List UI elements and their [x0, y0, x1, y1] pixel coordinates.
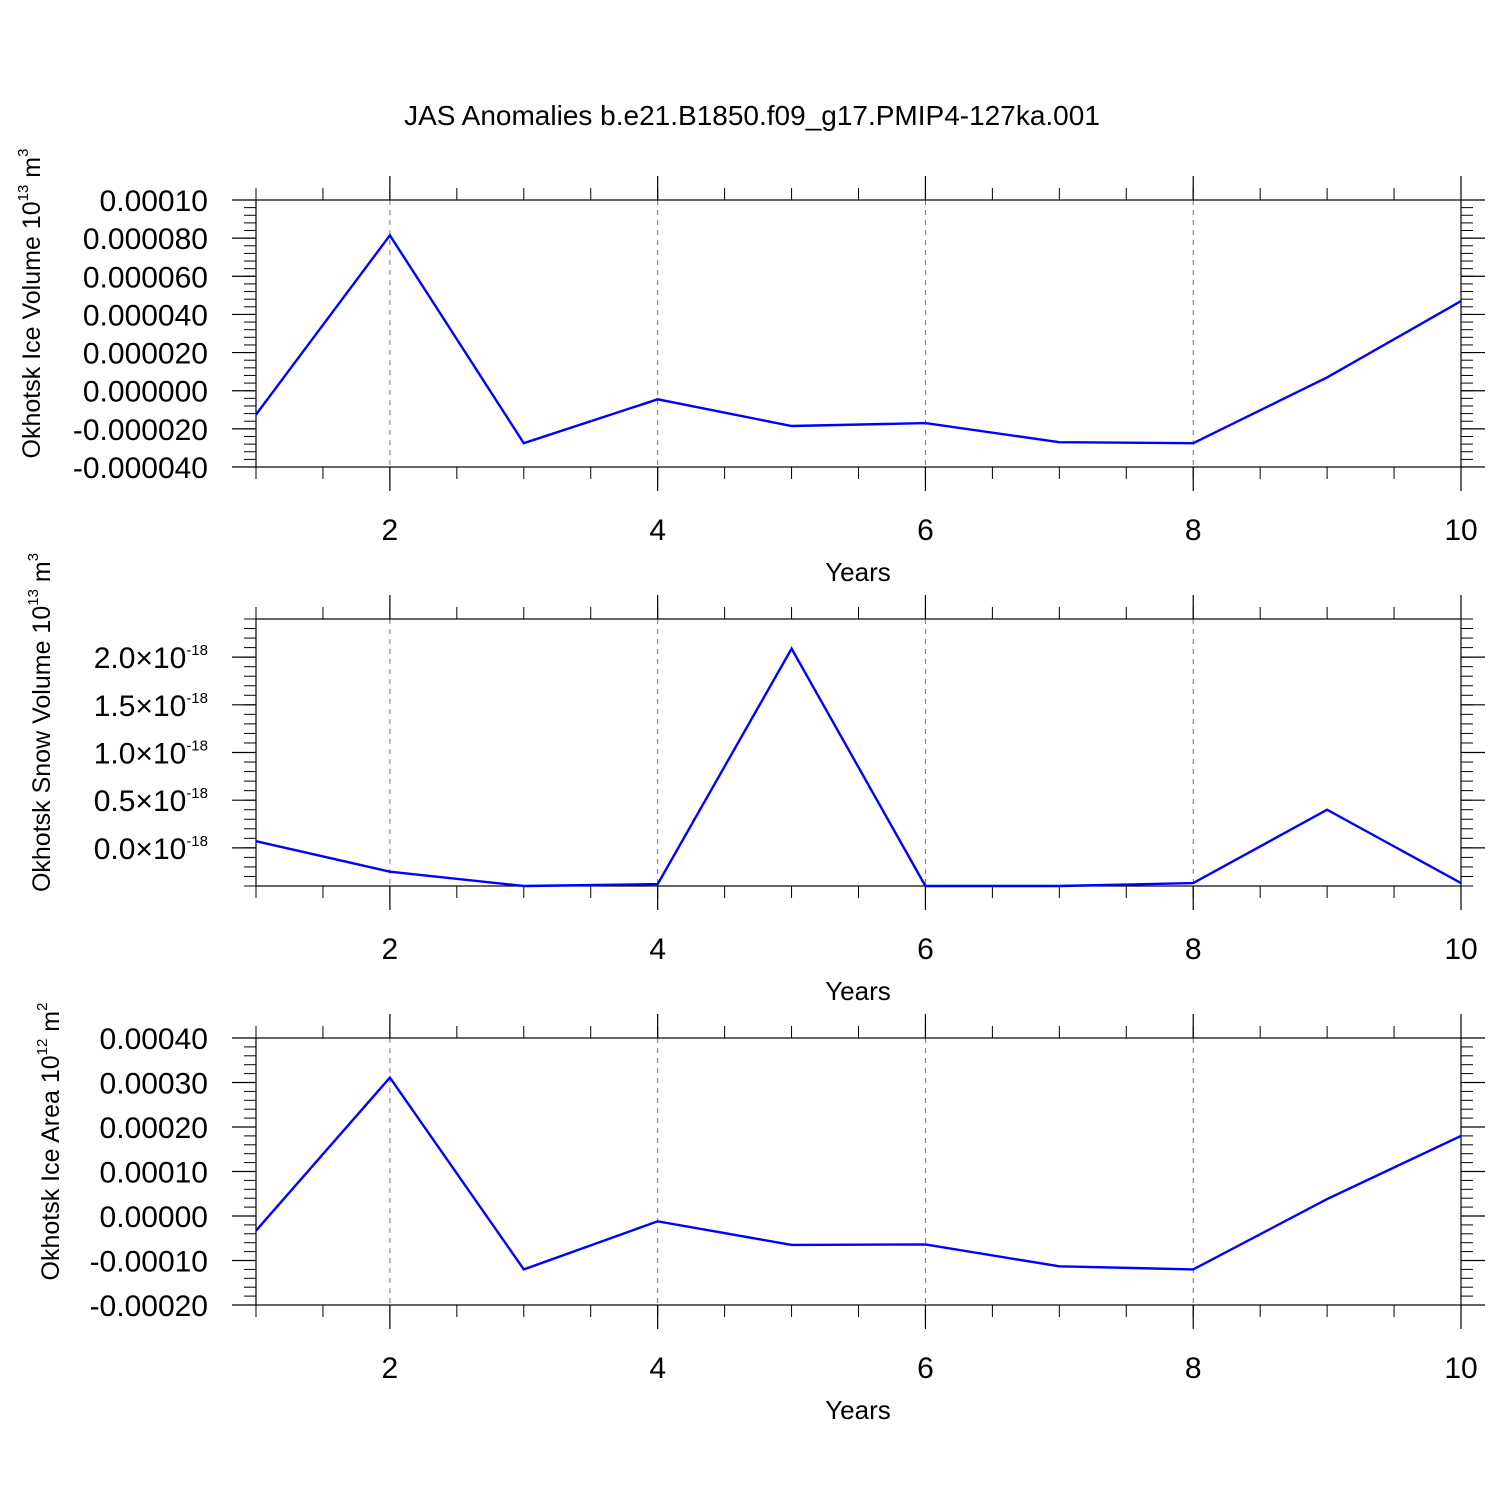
y-tick-label: -0.000020: [73, 414, 208, 447]
y-tick-times: ×: [135, 785, 153, 818]
y-tick-label: 0.000060: [83, 261, 208, 294]
y-axis-label-text: Okhotsk Snow Volume 10: [28, 606, 56, 892]
series-line: [255, 1075, 1462, 1271]
y-tick-label: 0.0×10-18: [94, 833, 208, 866]
y-tick-base: 10: [153, 690, 186, 723]
plot-frame: [255, 1037, 1462, 1306]
y-axis-label: Okhotsk Ice Volume 1013 m3: [15, 149, 46, 459]
y-tick-mantissa: 1.5: [94, 690, 136, 723]
y-tick-label: 0.00020: [100, 1112, 208, 1145]
x-tick-label: 10: [1444, 514, 1477, 547]
y-tick-label: -0.00010: [90, 1246, 208, 1279]
y-tick-label: 1.5×10-18: [94, 690, 208, 723]
y-tick-exponent: -18: [186, 642, 208, 659]
x-tick-label: 8: [1185, 933, 1202, 966]
plot-frame: [255, 199, 1462, 468]
series-line: [255, 233, 1462, 445]
chart-panels: 2 4 6 8 10 0.00010 0.000080 0.000060 0.000040 0.0…: [15, 149, 1485, 1425]
y-tick-label: -0.00020: [90, 1290, 208, 1323]
y-tick-label: 0.00010: [100, 1157, 208, 1190]
x-tick-label: 4: [649, 514, 666, 547]
y-tick-times: ×: [135, 642, 153, 675]
y-tick-label: 1.0×10-18: [94, 738, 208, 771]
x-axis-label: Years: [825, 976, 891, 1006]
chart-panel-1: 2 4 6 8 10 0.00010 0.000080 0.000060 0.000040 0.0…: [15, 149, 1485, 587]
y-tick-mantissa: 0.5: [94, 785, 136, 818]
y-axis-label: Okhotsk Ice Area 1012 m2: [34, 1003, 65, 1281]
x-tick-label: 6: [917, 1352, 934, 1385]
y-axis-label-exponent: 13: [15, 185, 32, 202]
y-tick-label: 0.00040: [100, 1023, 208, 1056]
y-tick-label: 2.0×10-18: [94, 642, 208, 675]
y-axis-label-text: Okhotsk Ice Volume 10: [18, 201, 46, 458]
y-tick-mantissa: 2.0: [94, 642, 136, 675]
y-axis-label-unit-exponent: 3: [25, 553, 42, 561]
y-axis-label-exponent: 13: [25, 589, 42, 606]
chart-panel-3: 2 4 6 8 10 0.00040 0.00030 0.00020 0.00010 0.0000…: [34, 1003, 1485, 1425]
x-tick-label: 2: [382, 1352, 399, 1385]
y-tick-exponent: -18: [186, 833, 208, 850]
y-tick-mantissa: 1.0: [94, 738, 136, 771]
y-tick-base: 10: [153, 738, 186, 771]
y-tick-exponent: -18: [186, 738, 208, 755]
y-tick-mantissa: 0.0: [94, 833, 136, 866]
y-tick-times: ×: [135, 690, 153, 723]
y-axis-label-unit: m: [28, 561, 56, 589]
x-tick-label: 8: [1185, 1352, 1202, 1385]
y-tick-label: 0.00030: [100, 1068, 208, 1101]
y-axis-label-unit: m: [37, 1011, 65, 1039]
x-tick-label: 6: [917, 933, 934, 966]
x-axis-label: Years: [825, 1395, 891, 1425]
y-tick-label: 0.5×10-18: [94, 785, 208, 818]
y-tick-label: 0.00000: [100, 1201, 208, 1234]
x-tick-label: 2: [382, 933, 399, 966]
x-tick-label: 4: [649, 933, 666, 966]
x-axis-label: Years: [825, 557, 891, 587]
y-tick-base: 10: [153, 642, 186, 675]
plot-frame: [255, 618, 1462, 887]
y-tick-label: 0.00010: [100, 185, 208, 218]
y-axis-label-unit: m: [18, 157, 46, 185]
y-tick-times: ×: [135, 738, 153, 771]
y-axis-label-unit-exponent: 2: [34, 1003, 51, 1011]
y-tick-times: ×: [135, 833, 153, 866]
y-tick-base: 10: [153, 833, 186, 866]
x-tick-label: 4: [649, 1352, 666, 1385]
y-tick-exponent: -18: [186, 785, 208, 802]
chart-panel-2: 2 4 6 8 102.0×10-181.5×10-181.0×10-180.5×10-…: [25, 553, 1485, 1006]
y-axis-label: Okhotsk Snow Volume 1013 m3: [25, 553, 56, 892]
x-tick-label: 8: [1185, 514, 1202, 547]
y-tick-label: -0.000040: [73, 452, 208, 485]
y-axis-label-unit-exponent: 3: [15, 149, 32, 157]
x-tick-label: 6: [917, 514, 934, 547]
y-tick-exponent: -18: [186, 690, 208, 707]
x-tick-label: 2: [382, 514, 399, 547]
y-tick-label: 0.000000: [83, 376, 208, 409]
x-tick-label: 10: [1444, 933, 1477, 966]
y-tick-label: 0.000020: [83, 338, 208, 371]
chart-title: JAS Anomalies b.e21.B1850.f09_g17.PMIP4-…: [404, 100, 1100, 131]
x-tick-label: 10: [1444, 1352, 1477, 1385]
y-tick-label: 0.000080: [83, 223, 208, 256]
y-axis-label-exponent: 12: [34, 1039, 51, 1056]
y-tick-base: 10: [153, 785, 186, 818]
series-line: [255, 646, 1462, 888]
y-tick-label: 0.000040: [83, 299, 208, 332]
y-axis-label-text: Okhotsk Ice Area 10: [37, 1055, 65, 1280]
